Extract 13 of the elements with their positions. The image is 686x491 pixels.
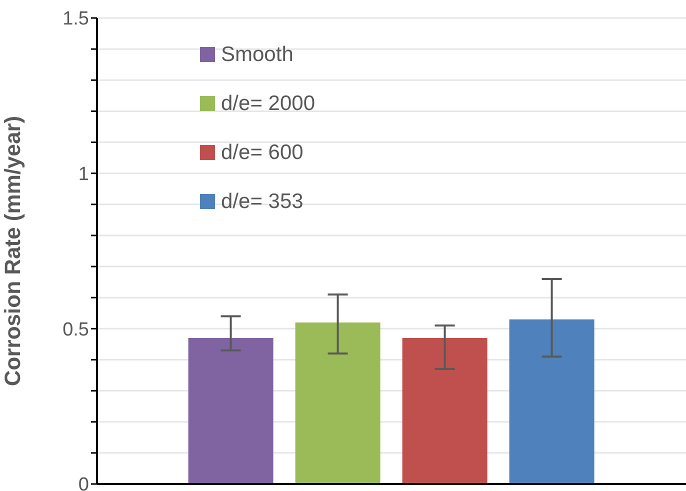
legend-label: d/e= 353 xyxy=(221,190,304,214)
bar xyxy=(402,338,488,484)
y-tick-label: 1 xyxy=(78,164,89,186)
y-axis-title: Corrosion Rate (mm/year) xyxy=(0,116,25,386)
legend-label: d/e= 600 xyxy=(221,140,304,164)
y-tick-label: 0 xyxy=(78,474,89,491)
bar xyxy=(509,319,594,484)
legend-label: d/e= 2000 xyxy=(221,92,316,116)
y-tick-label: 0.5 xyxy=(62,319,89,340)
bar xyxy=(188,338,274,484)
legend-label: Smooth xyxy=(221,42,294,66)
y-tick-label: 1.5 xyxy=(62,8,89,30)
bar xyxy=(295,322,380,484)
